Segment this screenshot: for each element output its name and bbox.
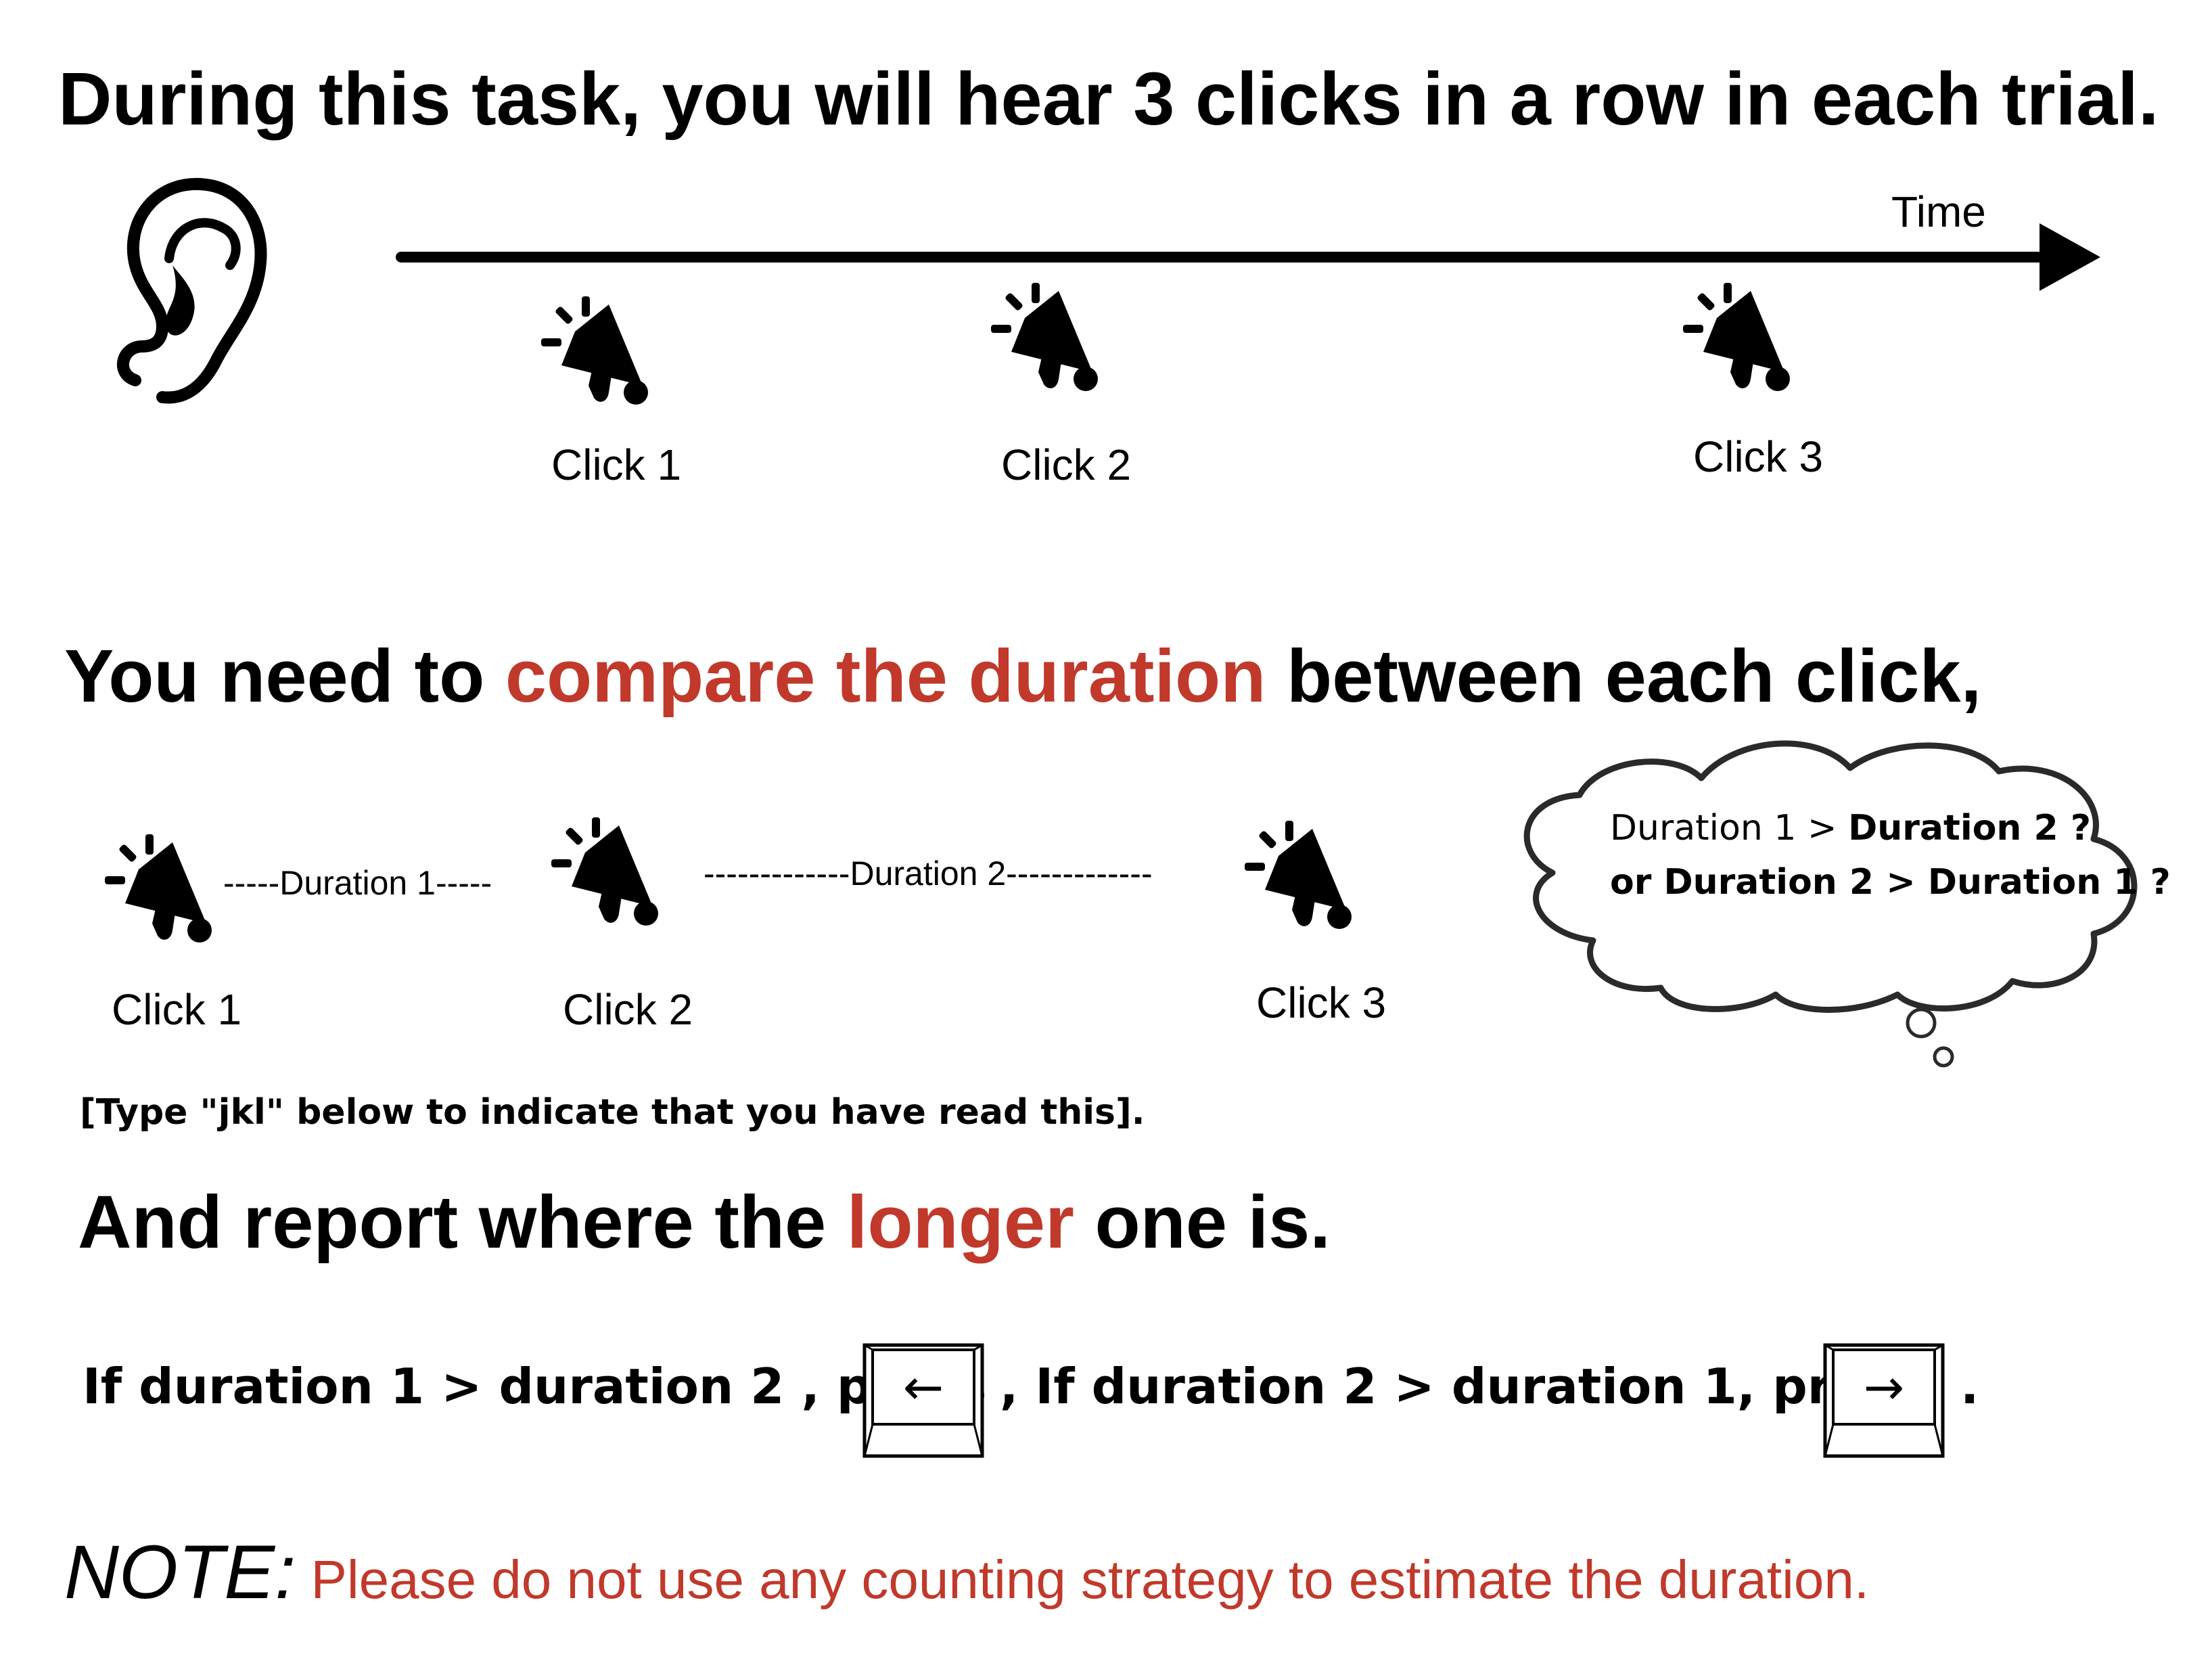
thought-cloud-icon xyxy=(1523,740,2138,1068)
instruction-part-1: If duration 1 > duration 2 , press xyxy=(83,1358,987,1415)
megaphone-icon xyxy=(1683,283,1790,391)
instruction-part-2: , If duration 2 > duration 1, press xyxy=(1000,1358,1922,1415)
time-axis-label: Time xyxy=(1891,187,1986,236)
ear-icon xyxy=(117,177,267,404)
right-arrow-key: → xyxy=(1823,1343,1945,1458)
timeline-click-2-label: Click 2 xyxy=(1001,440,1132,489)
megaphone-icon xyxy=(541,296,648,405)
compare-click-3-label: Click 3 xyxy=(1256,978,1387,1027)
heading-1: During this task, you will hear 3 clicks… xyxy=(58,58,2159,141)
megaphone-icon xyxy=(105,834,212,943)
heading-3-highlight: longer xyxy=(846,1181,1074,1264)
heading-3-after: one is. xyxy=(1074,1181,1331,1264)
timeline-click-1-label: Click 1 xyxy=(551,440,682,489)
compare-click-2-label: Click 2 xyxy=(563,985,693,1034)
duration-2-label: -------------Duration 2------------- xyxy=(704,855,1153,892)
left-arrow-key: ← xyxy=(862,1343,984,1458)
note: NOTE: Please do not use any counting str… xyxy=(64,1535,1869,1610)
heading-2-after: between each click, xyxy=(1266,635,1982,718)
timeline-click-3-label: Click 3 xyxy=(1693,432,1824,481)
heading-2-highlight: compare the duration xyxy=(505,635,1266,718)
right-arrow-key-label: → xyxy=(1863,1359,1905,1415)
thought-line-2-a: or Duration 2 > xyxy=(1610,862,1928,903)
thought-line-1-b: Duration 2 ? xyxy=(1848,808,2091,848)
timeline-arrow xyxy=(396,223,2100,291)
heading-3-before: And report where the xyxy=(78,1181,847,1264)
instruction-end: . xyxy=(1960,1358,1979,1415)
note-text: Please do not use any counting strategy … xyxy=(296,1549,1870,1610)
megaphone-icon xyxy=(991,283,1098,391)
left-arrow-key-label: ← xyxy=(902,1359,944,1415)
heading-2-before: You need to xyxy=(64,635,505,718)
heading-3: And report where the longer one is. xyxy=(78,1185,1331,1260)
thought-line-2: or Duration 2 > Duration 1 ? xyxy=(1610,865,2171,900)
duration-1-label: -----Duration 1----- xyxy=(223,864,492,902)
thought-line-2-b: Duration 1 ? xyxy=(1927,862,2171,903)
megaphone-icon xyxy=(551,817,658,926)
read-check-note: [Type "jkl" below to indicate that you h… xyxy=(80,1092,1145,1133)
keyboard-key-icon xyxy=(1823,1343,1945,1458)
note-label: NOTE: xyxy=(64,1530,296,1614)
thought-line-1: Duration 1 > Duration 2 ? xyxy=(1610,811,2091,846)
keyboard-key-icon xyxy=(862,1343,984,1458)
thought-line-1-a: Duration 1 > xyxy=(1610,808,1849,848)
heading-2: You need to compare the duration between… xyxy=(64,639,1981,714)
compare-click-1-label: Click 1 xyxy=(112,985,242,1034)
megaphone-icon xyxy=(1245,821,1352,929)
